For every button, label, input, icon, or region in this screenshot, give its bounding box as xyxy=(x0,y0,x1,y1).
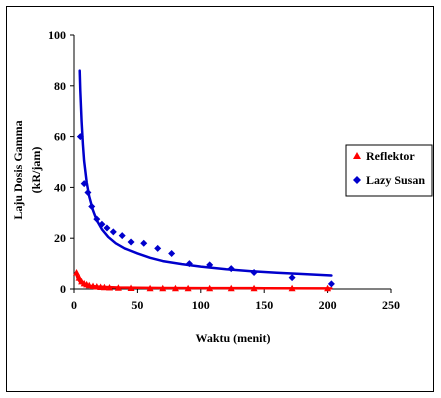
x-tick-label: 150 xyxy=(255,298,273,312)
legend-box xyxy=(345,144,433,197)
data-point-reflektor xyxy=(159,284,167,292)
x-tick-label: 50 xyxy=(131,298,143,312)
data-point-lazy-susan xyxy=(88,202,96,210)
legend-entry-lazy-susan: Lazy Susan xyxy=(366,173,425,187)
y-axis-label-line2: (kR/jam) xyxy=(29,147,43,194)
data-point-lazy-susan xyxy=(93,215,101,223)
x-tick-label: 200 xyxy=(319,298,337,312)
fit-line-lazy-susan xyxy=(78,69,333,277)
data-point-lazy-susan xyxy=(250,268,258,276)
x-tick-label: 100 xyxy=(192,298,210,312)
data-point-reflektor xyxy=(184,284,192,292)
y-tick-label: 40 xyxy=(54,180,66,194)
data-point-reflektor xyxy=(75,274,83,281)
data-point-lazy-susan xyxy=(327,280,335,288)
data-point-lazy-susan xyxy=(109,228,117,236)
y-tick-label: 80 xyxy=(54,79,66,93)
data-point-reflektor xyxy=(127,284,135,291)
data-point-reflektor xyxy=(146,284,154,292)
data-point-reflektor xyxy=(227,284,235,292)
data-markers xyxy=(73,133,335,292)
data-point-lazy-susan xyxy=(98,220,106,228)
data-point-reflektor xyxy=(73,268,81,276)
legend-marker-lazy-susan xyxy=(353,176,361,184)
data-point-reflektor xyxy=(288,284,296,292)
data-point-reflektor xyxy=(171,284,179,292)
chart-axes: 0 50 100 150 200 250 0 20 40 60 80 100 xyxy=(48,28,400,312)
y-tick-label: 0 xyxy=(60,282,66,296)
x-axis-label: Waktu (menit) xyxy=(196,331,271,345)
data-point-lazy-susan xyxy=(76,133,84,141)
data-point-lazy-susan xyxy=(80,180,88,188)
data-point-lazy-susan xyxy=(140,239,148,247)
data-point-reflektor xyxy=(250,284,258,292)
data-point-lazy-susan xyxy=(168,249,176,257)
y-tick-label: 100 xyxy=(48,28,66,42)
y-tick-label: 60 xyxy=(54,130,66,144)
y-axis-label-line1: Laju Dosis Gamma xyxy=(11,120,25,219)
data-point-lazy-susan xyxy=(127,238,135,246)
data-point-reflektor xyxy=(106,283,114,291)
data-point-lazy-susan xyxy=(103,224,111,232)
x-tick-label: 250 xyxy=(382,298,400,312)
legend-entry-reflektor: Reflektor xyxy=(366,149,415,163)
data-point-reflektor xyxy=(324,284,332,292)
data-point-lazy-susan xyxy=(206,261,214,269)
data-point-lazy-susan xyxy=(227,265,235,273)
y-tick-label: 20 xyxy=(54,231,66,245)
data-point-lazy-susan xyxy=(288,274,296,282)
data-point-reflektor xyxy=(114,284,122,291)
data-point-lazy-susan xyxy=(154,244,162,252)
legend-marker-reflektor xyxy=(353,152,361,159)
x-tick-label: 0 xyxy=(71,298,77,312)
fit-lines xyxy=(74,69,333,290)
chart-frame xyxy=(6,6,434,392)
legend: Reflektor Lazy Susan xyxy=(345,144,433,197)
data-point-lazy-susan xyxy=(118,232,126,240)
data-point-reflektor xyxy=(100,283,108,291)
data-point-reflektor xyxy=(206,284,214,292)
data-point-lazy-susan xyxy=(185,260,193,268)
data-point-lazy-susan xyxy=(84,188,92,196)
